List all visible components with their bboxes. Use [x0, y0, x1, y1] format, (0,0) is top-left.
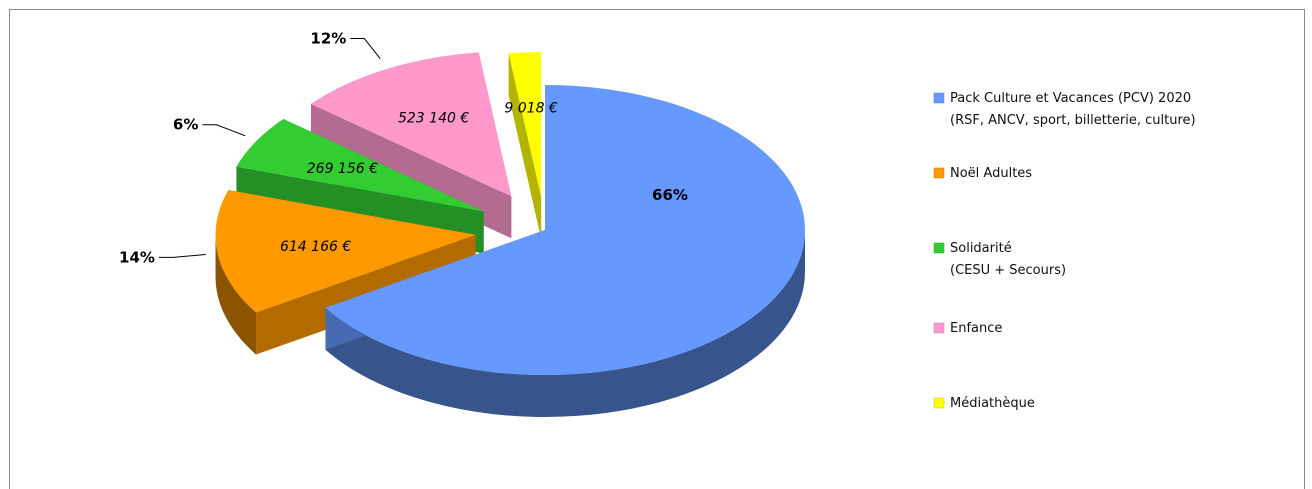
pie-slice-top	[215, 190, 476, 313]
pie-slice-top	[508, 52, 542, 198]
legend-label: Solidarité	[950, 241, 1012, 256]
legend-label: (RSF, ANCV, sport, billetterie, culture)	[950, 113, 1196, 128]
pie-slice-top	[310, 52, 512, 197]
pie-slice	[508, 52, 542, 240]
legend-label: Enfance	[950, 321, 1002, 336]
pie-percent-label: 6%	[173, 116, 198, 134]
legend-item: Solidarité (CESU + Secours)	[933, 241, 1066, 278]
pie-percent-label: 66%	[652, 186, 688, 204]
legend-label: (CESU + Secours)	[950, 263, 1066, 278]
legend-item: Enfance	[933, 321, 1002, 336]
pie-leader-line	[158, 254, 206, 258]
legend-item: Médiathèque	[933, 396, 1035, 411]
legend-label: Noël Adultes	[950, 166, 1032, 181]
legend-label: Médiathèque	[950, 396, 1035, 411]
pie-slices	[215, 52, 805, 417]
pie-leader-line	[202, 124, 246, 137]
pie-leader-line	[350, 38, 381, 59]
pie-slice-top	[325, 85, 805, 375]
legend-item: Noël Adultes	[933, 166, 1032, 181]
pie-value-label: 614 166 €	[280, 239, 351, 255]
legend-label: Pack Culture et Vacances (PCV) 2020	[950, 91, 1191, 106]
pie-slice-rim	[325, 230, 805, 417]
legend-swatch	[933, 397, 945, 409]
pie-slice	[325, 85, 805, 417]
legend: Pack Culture et Vacances (PCV) 2020 (RSF,…	[933, 91, 1196, 411]
pie-slice-rim	[215, 234, 257, 355]
pie-labels: 66% 614 166 € 14% 269 156 € 6% 523 140 € 12% 9 …	[119, 30, 688, 267]
pie-value-label: 523 140 €	[398, 110, 469, 126]
legend-swatch	[933, 92, 945, 104]
pie-percent-label: 14%	[119, 248, 155, 266]
pie-value-label: 9 018 €	[504, 100, 558, 116]
legend-swatch	[933, 167, 945, 179]
legend-swatch	[933, 322, 945, 334]
pie-value-label: 269 156 €	[307, 161, 378, 177]
pie-slice-top	[236, 119, 484, 212]
legend-item: Pack Culture et Vacances (PCV) 2020 (RSF,…	[933, 91, 1196, 128]
pie-percent-label: 12%	[310, 30, 346, 48]
legend-swatch	[933, 242, 945, 254]
pie-slice-side	[508, 53, 542, 240]
